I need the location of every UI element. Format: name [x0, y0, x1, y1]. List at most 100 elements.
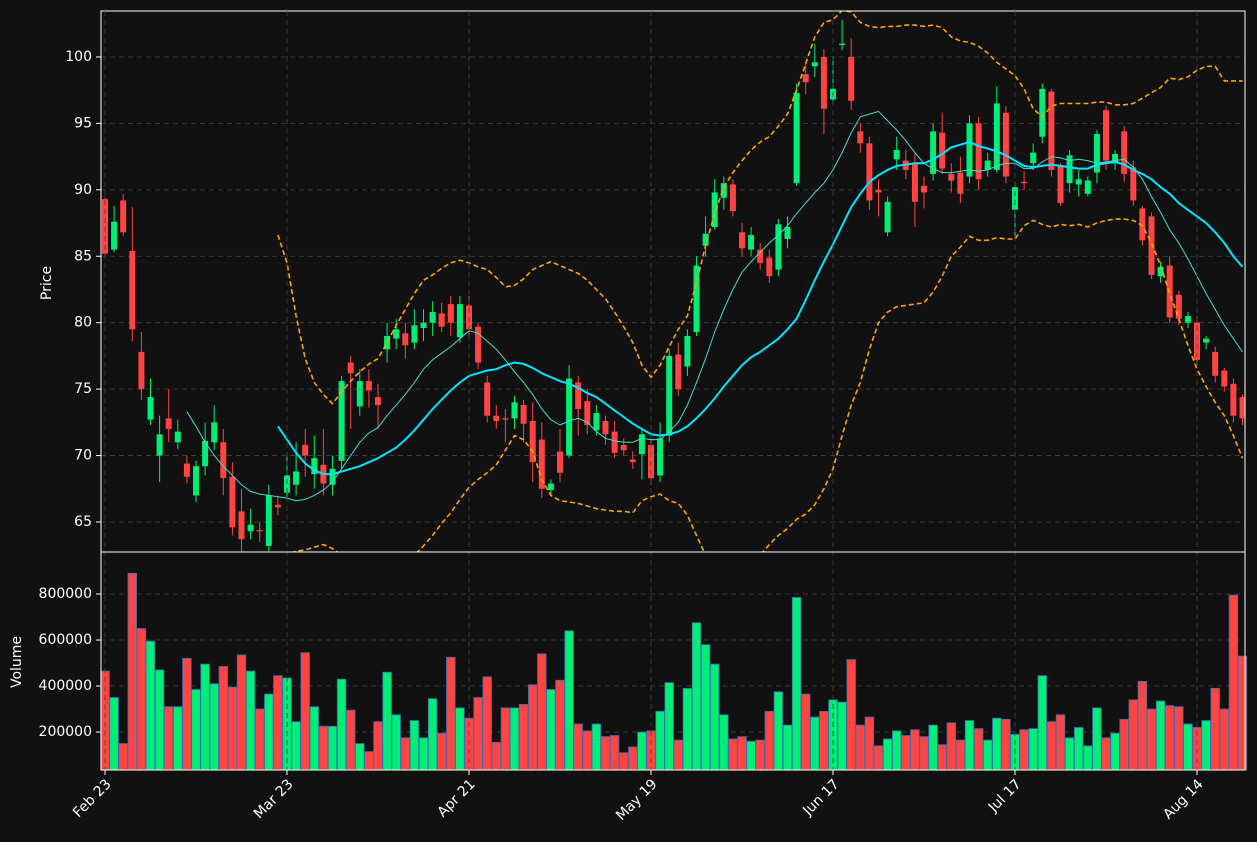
candle-body: [611, 431, 618, 453]
candle-body: [620, 444, 627, 451]
volume-bar: [655, 710, 665, 771]
candle-body: [675, 354, 682, 390]
volume-bar: [273, 675, 283, 771]
volume-bar: [609, 735, 620, 771]
volume-bar: [955, 739, 966, 771]
candle-body: [884, 201, 891, 233]
candle-body: [1175, 294, 1182, 319]
candle-body: [329, 468, 336, 485]
volume-bar: [910, 729, 920, 771]
volume-bar: [1237, 655, 1248, 771]
volume-bar: [901, 735, 911, 771]
volume-bar: [182, 658, 192, 771]
candle-body: [793, 92, 800, 184]
y-tick-label: 800000: [39, 586, 92, 602]
y-tick-label: 200000: [39, 724, 92, 740]
volume-bar: [537, 653, 547, 771]
candle-body: [193, 466, 199, 496]
y-tick-label: 70: [74, 448, 92, 464]
candle-body: [766, 257, 773, 277]
volume-bar: [345, 709, 356, 771]
candle-body: [975, 123, 982, 180]
volume-bar: [300, 652, 310, 771]
volume-bar: [682, 687, 693, 771]
volume-bar: [1183, 723, 1193, 771]
candle-body: [147, 397, 154, 420]
candle-body: [129, 250, 136, 330]
candle-body: [256, 529, 263, 532]
volume-bar: [1228, 594, 1239, 771]
volume-bar: [500, 707, 511, 771]
volume-bar: [145, 640, 156, 771]
candle-body: [493, 415, 500, 422]
candle-body: [939, 132, 946, 169]
candle-body: [638, 434, 645, 455]
candle-body: [602, 421, 609, 435]
candle-body: [156, 434, 163, 456]
volume-bar: [209, 683, 219, 771]
volume-bar: [236, 654, 247, 771]
x-tick-label: Jul 17: [985, 776, 1025, 816]
candle-body: [1157, 266, 1164, 277]
candle-body: [1057, 165, 1064, 204]
candle-body: [202, 440, 209, 467]
candle-body: [456, 304, 463, 338]
volume-bar: [227, 686, 238, 771]
candle-body: [365, 381, 372, 391]
volume-bar: [109, 697, 119, 771]
x-tick-label: Aug 14: [1160, 776, 1206, 822]
y-tick-label: 80: [74, 315, 92, 331]
candle-body: [584, 401, 591, 425]
volume-bar: [318, 725, 329, 771]
candle-body: [138, 351, 145, 390]
candle-body: [1103, 110, 1109, 161]
candle-body: [293, 471, 300, 485]
candle-body: [1084, 180, 1091, 194]
volume-bar: [710, 663, 720, 771]
candle-body: [429, 312, 436, 323]
candle-body: [356, 381, 363, 407]
candle-body: [538, 439, 545, 489]
candle-body: [1221, 370, 1228, 387]
volume-bar: [1119, 718, 1129, 771]
volume-bar: [455, 707, 465, 771]
candle-body: [1112, 153, 1119, 164]
volume-bar: [336, 678, 347, 771]
volume-bar: [546, 689, 556, 771]
volume-bar: [1064, 737, 1075, 771]
candle-body: [966, 123, 973, 177]
candle-body: [566, 378, 573, 456]
candle-body: [930, 131, 937, 174]
volume-bar: [919, 736, 929, 771]
candle-body: [411, 325, 418, 343]
candle-body: [1139, 208, 1146, 241]
line-series: [277, 11, 1243, 405]
candle-body: [811, 62, 818, 67]
volume-bar: [446, 656, 456, 771]
volume-bar: [1074, 727, 1084, 771]
volume-bar: [355, 743, 365, 771]
volume-bar: [837, 701, 847, 771]
axes-frame: [100, 10, 1246, 553]
candle-body: [775, 224, 782, 270]
volume-bar: [491, 741, 502, 771]
volume-bar: [1046, 721, 1057, 771]
candle-body: [265, 495, 272, 546]
candle-body: [739, 232, 745, 249]
candle-body: [1030, 152, 1037, 164]
plot: [102, 11, 1245, 552]
candle-body: [102, 199, 108, 254]
volume-bar: [892, 730, 902, 771]
candle-body: [174, 431, 181, 443]
volume-bar: [992, 717, 1002, 771]
candle-body: [1194, 322, 1200, 360]
volume-bar: [1165, 705, 1175, 771]
volume-bar: [136, 628, 147, 771]
volume-bar: [327, 725, 338, 771]
volume-bar: [764, 710, 775, 771]
volume-bar: [528, 684, 538, 771]
y-tick-label: 95: [74, 115, 92, 131]
candle-body: [1230, 383, 1237, 416]
volume-bar: [964, 720, 975, 771]
